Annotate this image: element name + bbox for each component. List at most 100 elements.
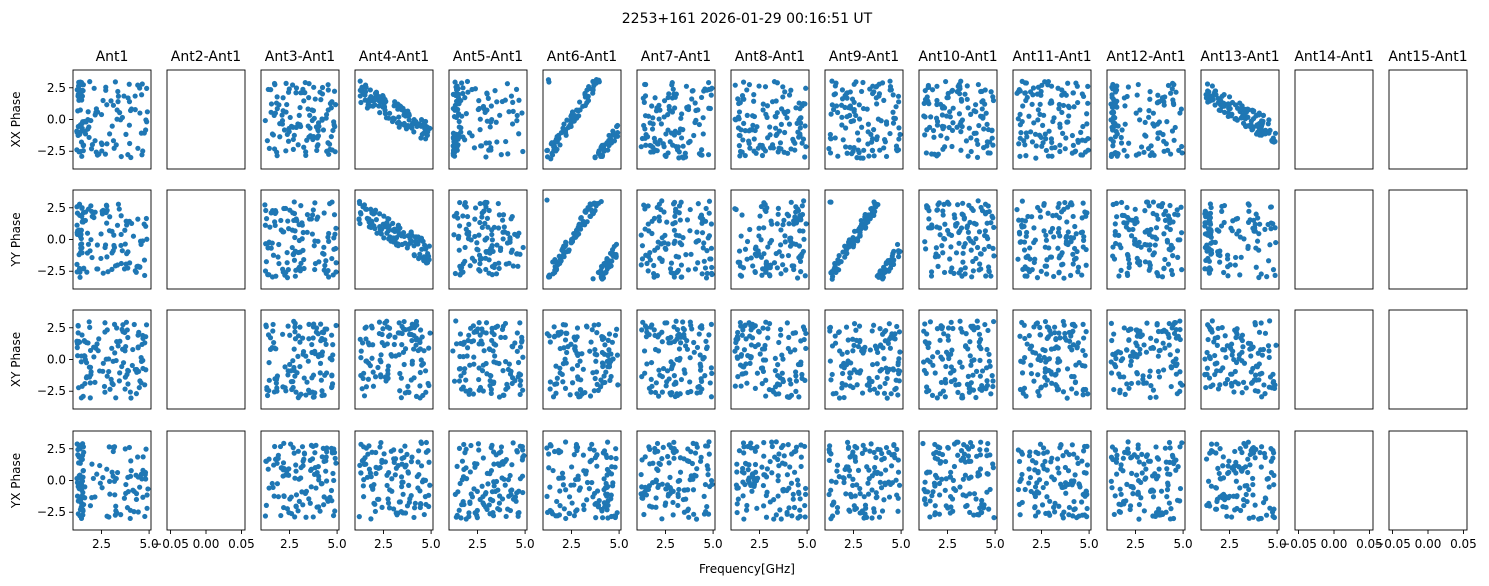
data-point — [777, 140, 784, 146]
data-point — [1257, 221, 1263, 227]
data-point — [1266, 354, 1272, 361]
data-point — [317, 508, 323, 514]
data-point — [1060, 389, 1067, 395]
data-point — [614, 122, 621, 129]
data-point — [682, 370, 688, 376]
data-point — [778, 242, 784, 248]
data-point — [384, 220, 390, 226]
data-point — [85, 241, 92, 247]
data-point — [413, 239, 419, 245]
data-point — [937, 337, 943, 343]
data-point — [422, 368, 429, 374]
data-point — [1130, 226, 1136, 233]
data-point — [1015, 256, 1021, 262]
data-point — [464, 353, 470, 359]
data-point — [738, 233, 744, 239]
data-point — [283, 148, 289, 154]
y-tick-label: 2.5 — [47, 321, 66, 335]
data-point — [1127, 353, 1134, 359]
data-point — [409, 361, 415, 367]
data-point — [75, 385, 82, 391]
data-point — [839, 87, 846, 93]
data-point — [572, 337, 578, 343]
data-point — [287, 332, 293, 338]
data-point — [1022, 142, 1028, 148]
data-point — [762, 148, 769, 154]
data-point — [312, 348, 318, 354]
data-point — [332, 508, 338, 514]
data-point — [959, 117, 966, 123]
data-point — [1141, 342, 1147, 348]
data-point — [1037, 208, 1043, 214]
data-point — [292, 475, 298, 481]
data-point — [774, 221, 780, 227]
data-point — [1041, 201, 1047, 207]
data-point — [1204, 232, 1211, 238]
data-point — [502, 97, 508, 103]
data-point — [502, 482, 508, 488]
data-point — [982, 87, 988, 93]
data-point — [1202, 266, 1208, 272]
data-point — [563, 239, 569, 245]
data-point — [740, 137, 746, 143]
data-point — [266, 377, 272, 383]
data-point — [1259, 394, 1265, 400]
data-point — [333, 245, 339, 252]
data-point — [951, 270, 957, 276]
data-point — [799, 140, 805, 146]
data-point — [1075, 269, 1081, 275]
data-point — [298, 260, 304, 266]
data-point — [359, 86, 365, 92]
data-point — [493, 271, 500, 277]
data-point — [1206, 228, 1212, 234]
data-point — [592, 351, 598, 357]
data-point — [395, 463, 401, 469]
data-point — [77, 339, 83, 345]
data-point — [333, 460, 339, 466]
data-point — [859, 124, 865, 130]
data-point — [293, 85, 300, 91]
data-point — [1217, 252, 1223, 259]
data-point — [144, 492, 150, 498]
data-point — [381, 451, 387, 457]
data-point — [392, 334, 398, 340]
data-point — [735, 96, 741, 102]
data-point — [478, 143, 484, 149]
data-point — [132, 93, 138, 99]
data-point — [291, 199, 297, 205]
data-point — [1029, 101, 1035, 107]
data-point — [121, 495, 128, 501]
data-point — [877, 269, 883, 275]
data-point — [286, 472, 292, 478]
data-point — [482, 255, 489, 261]
row-label: XX Phase — [9, 91, 23, 147]
data-point — [786, 221, 792, 227]
data-point — [1260, 112, 1266, 119]
x-tick-label: 5.0 — [140, 537, 159, 551]
data-point — [793, 378, 800, 384]
data-point — [332, 231, 338, 237]
data-point — [296, 393, 303, 399]
data-point — [1128, 358, 1134, 364]
data-point — [941, 201, 947, 207]
data-point — [878, 118, 884, 124]
data-point — [744, 238, 751, 245]
data-point — [1204, 365, 1211, 371]
data-point — [1128, 380, 1135, 387]
data-point — [746, 320, 752, 326]
data-point — [968, 362, 974, 368]
data-point — [1020, 103, 1026, 109]
data-point — [466, 232, 472, 238]
data-point — [1225, 101, 1231, 107]
data-point — [938, 133, 944, 139]
data-point — [1220, 347, 1226, 353]
data-point — [1225, 252, 1231, 258]
data-point — [982, 201, 989, 207]
data-point — [896, 125, 902, 131]
data-point — [772, 368, 778, 374]
data-point — [887, 130, 893, 137]
data-point — [695, 237, 702, 244]
data-point — [84, 230, 91, 236]
data-point — [274, 106, 280, 112]
data-point — [135, 145, 141, 151]
